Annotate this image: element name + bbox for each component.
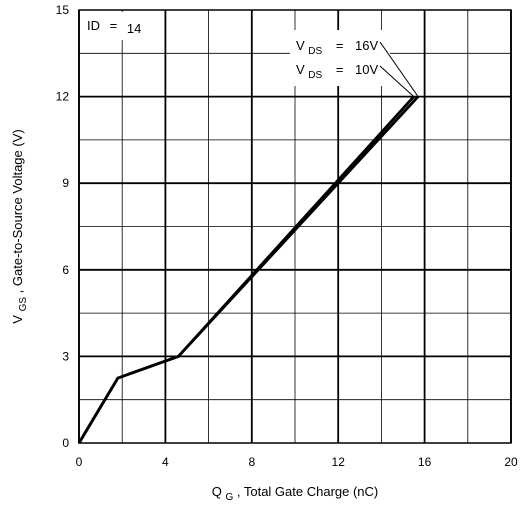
- y-tick-label: 12: [56, 90, 70, 104]
- y-tick-label: 3: [62, 349, 69, 363]
- y-axis-label-sub: GS: [18, 297, 29, 312]
- annotation-vds-16: V DS = 16V: [296, 38, 379, 57]
- y-tick-label: 9: [62, 176, 69, 190]
- annotation-vds-10-main: V: [296, 62, 305, 77]
- plot-frame: [78, 9, 512, 444]
- annotation-vds-10: V DS = 10V: [296, 62, 379, 81]
- x-tick-label: 8: [248, 455, 255, 469]
- tick-labels: 0 4 8 12 16 20 0 3 6 9 12 15: [56, 3, 518, 469]
- series-lines: [77, 95, 420, 444]
- id-name: ID: [87, 18, 100, 33]
- annotation-box: [290, 30, 390, 86]
- annotation-vds-10-eq: =: [336, 62, 344, 77]
- x-axis-label: Q G , Total Gate Charge (nC): [212, 484, 379, 503]
- x-axis-label-sub: G: [225, 492, 233, 503]
- x-tick-label: 16: [418, 455, 432, 469]
- x-tick-label: 4: [162, 455, 169, 469]
- x-tick-label: 20: [504, 455, 518, 469]
- series-line: [77, 95, 415, 444]
- annotation-vds-16-sub: DS: [308, 46, 322, 57]
- x-axis-label-main: Q: [212, 484, 222, 499]
- leader-line-10v: [379, 65, 415, 97]
- x-tick-label: 0: [76, 455, 83, 469]
- annotation-vds-10-value: 10V: [355, 62, 378, 77]
- y-axis-label-rest: , Gate-to-Source Voltage (V): [10, 129, 25, 293]
- x-axis-label-rest: , Total Gate Charge (nC): [237, 484, 378, 499]
- y-axis-label-main: V: [10, 315, 25, 324]
- annotation-vds-16-eq: =: [336, 38, 344, 53]
- y-tick-label: 6: [62, 263, 69, 277]
- annotation-vds-10-sub: DS: [308, 70, 322, 81]
- y-axis-label: V GS , Gate-to-Source Voltage (V): [10, 129, 29, 323]
- id-label: ID = 14: [87, 18, 141, 36]
- id-value: 14: [127, 21, 141, 36]
- annotation-vds-16-value: 16V: [355, 38, 378, 53]
- y-tick-label: 0: [62, 436, 69, 450]
- id-label-box: [81, 12, 157, 40]
- annotation-vds-16-main: V: [296, 38, 305, 53]
- annotation-leader-lines: [379, 41, 419, 97]
- id-eq: =: [110, 18, 118, 33]
- leader-line-16v: [379, 41, 419, 97]
- y-tick-label: 15: [56, 3, 70, 17]
- x-tick-label: 12: [332, 455, 346, 469]
